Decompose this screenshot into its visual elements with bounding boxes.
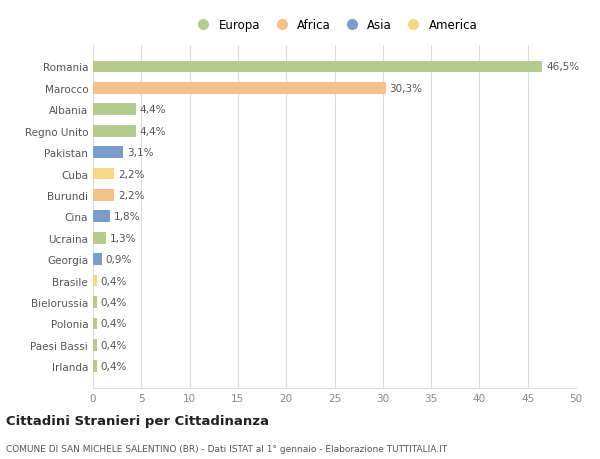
Bar <box>93 361 97 372</box>
Bar <box>93 211 110 223</box>
Text: 30,3%: 30,3% <box>389 84 422 94</box>
Bar <box>93 190 114 202</box>
Text: 4,4%: 4,4% <box>139 105 166 115</box>
Text: 0,4%: 0,4% <box>101 297 127 308</box>
Bar <box>93 297 97 308</box>
Text: 0,4%: 0,4% <box>101 361 127 371</box>
Text: 2,2%: 2,2% <box>118 190 145 201</box>
Bar <box>93 168 114 180</box>
Text: 0,4%: 0,4% <box>101 276 127 286</box>
Bar <box>93 339 97 351</box>
Bar <box>93 275 97 287</box>
Text: 46,5%: 46,5% <box>546 62 579 73</box>
Bar <box>93 232 106 244</box>
Bar <box>93 104 136 116</box>
Text: 0,4%: 0,4% <box>101 340 127 350</box>
Text: COMUNE DI SAN MICHELE SALENTINO (BR) - Dati ISTAT al 1° gennaio - Elaborazione T: COMUNE DI SAN MICHELE SALENTINO (BR) - D… <box>6 444 447 453</box>
Text: 2,2%: 2,2% <box>118 169 145 179</box>
Text: 0,9%: 0,9% <box>106 255 132 264</box>
Bar <box>93 147 123 159</box>
Bar <box>93 126 136 137</box>
Text: 4,4%: 4,4% <box>139 126 166 136</box>
Bar <box>93 318 97 330</box>
Bar <box>93 254 101 265</box>
Bar <box>93 62 542 73</box>
Bar <box>93 83 386 95</box>
Text: 3,1%: 3,1% <box>127 148 154 158</box>
Text: Cittadini Stranieri per Cittadinanza: Cittadini Stranieri per Cittadinanza <box>6 414 269 428</box>
Text: 1,8%: 1,8% <box>114 212 141 222</box>
Text: 1,3%: 1,3% <box>109 233 136 243</box>
Text: 0,4%: 0,4% <box>101 319 127 329</box>
Legend: Europa, Africa, Asia, America: Europa, Africa, Asia, America <box>187 14 482 37</box>
